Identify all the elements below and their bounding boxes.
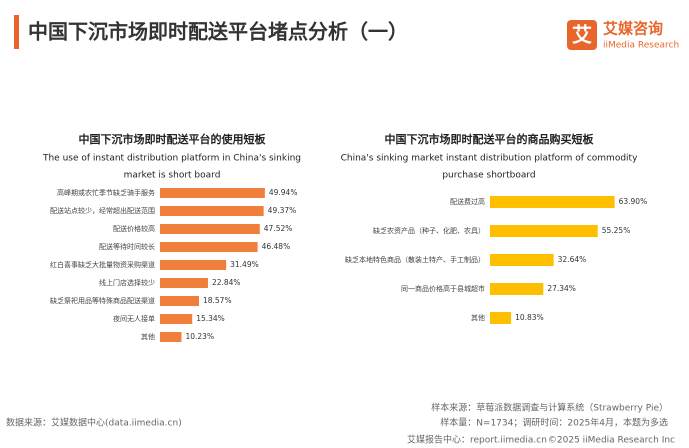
- page-title: 中国下沉市场即时配送平台堵点分析（一）: [28, 20, 408, 44]
- bar: [490, 283, 544, 295]
- category-label: 线上门店选择较少: [99, 278, 155, 287]
- logo-box: [567, 20, 597, 50]
- value-label: 47.52%: [264, 224, 293, 233]
- category-label: 配送价格较高: [113, 224, 155, 233]
- value-label: 32.64%: [558, 255, 587, 264]
- chart-subtitle: China's sinking market instant distribut…: [341, 154, 638, 164]
- bar: [160, 314, 193, 324]
- sample-source: 样本来源：草莓派数据调查与计算系统（Strawberry Pie）: [431, 402, 668, 414]
- value-label: 18.57%: [203, 296, 232, 305]
- value-label: 55.25%: [602, 226, 631, 235]
- bar: [490, 196, 615, 208]
- category-label: 高峰期或农忙季节缺乏骑手服务: [57, 188, 155, 197]
- chart-subtitle: purchase shortboard: [442, 171, 535, 181]
- value-label: 63.90%: [619, 197, 648, 206]
- copyright: ©2025 iiMedia Research Inc: [548, 436, 675, 446]
- value-label: 46.48%: [262, 242, 291, 251]
- bar: [490, 312, 512, 324]
- title-accent: [14, 15, 19, 49]
- source: 数据来源：艾媒数据中心(data.iimedia.cn): [6, 417, 182, 429]
- bar: [160, 188, 265, 198]
- chart-subtitle: The use of instant distribution platform…: [42, 154, 301, 164]
- bar: [490, 254, 554, 266]
- value-label: 27.34%: [547, 284, 576, 293]
- category-label: 夜间无人接单: [113, 314, 155, 323]
- value-label: 31.49%: [230, 260, 259, 269]
- category-label: 其他: [471, 313, 485, 322]
- category-label: 红白喜事缺乏大批量物资采购渠道: [50, 260, 155, 269]
- logo-cn: 艾媒咨询: [603, 20, 663, 38]
- value-label: 49.94%: [269, 188, 298, 197]
- bar: [160, 260, 227, 270]
- bar: [160, 242, 258, 252]
- logo-mark: 艾: [572, 23, 592, 47]
- category-label: 配送费过高: [450, 197, 485, 206]
- value-label: 22.84%: [212, 278, 241, 287]
- value-label: 15.34%: [196, 314, 225, 323]
- category-label: 缺乏祭祀用品等特殊商品配送渠道: [50, 296, 155, 305]
- category-label: 缺乏农资产品（种子、化肥、农具）: [373, 226, 485, 235]
- category-label: 缺乏本地特色商品（散装土特产、手工制品）: [345, 255, 485, 264]
- category-label: 配送等待时间较长: [99, 242, 155, 251]
- bar: [490, 225, 598, 237]
- category-label: 配送站点较少，经常超出配送范围: [50, 206, 155, 215]
- bar: [160, 278, 208, 288]
- bar: [160, 296, 199, 306]
- value-label: 10.83%: [515, 313, 544, 322]
- chart-title: 中国下沉市场即时配送平台的使用短板: [79, 132, 267, 146]
- report-center: 艾媒报告中心：report.iimedia.cn: [407, 434, 547, 446]
- value-label: 10.23%: [185, 332, 214, 341]
- bar: [160, 206, 264, 216]
- logo-en: iiMedia Research: [603, 41, 679, 51]
- bar: [160, 224, 260, 234]
- category-label: 其他: [141, 332, 155, 341]
- sample-size: 样本量：N=1734；调研时间：2025年4月，本题为多选: [440, 417, 668, 429]
- category-label: 同一商品价格高于县城超市: [401, 284, 485, 293]
- chart-subtitle: market is short board: [124, 171, 221, 181]
- value-label: 49.37%: [268, 206, 297, 215]
- chart-title: 中国下沉市场即时配送平台的商品购买短板: [385, 132, 595, 146]
- bar: [160, 332, 182, 342]
